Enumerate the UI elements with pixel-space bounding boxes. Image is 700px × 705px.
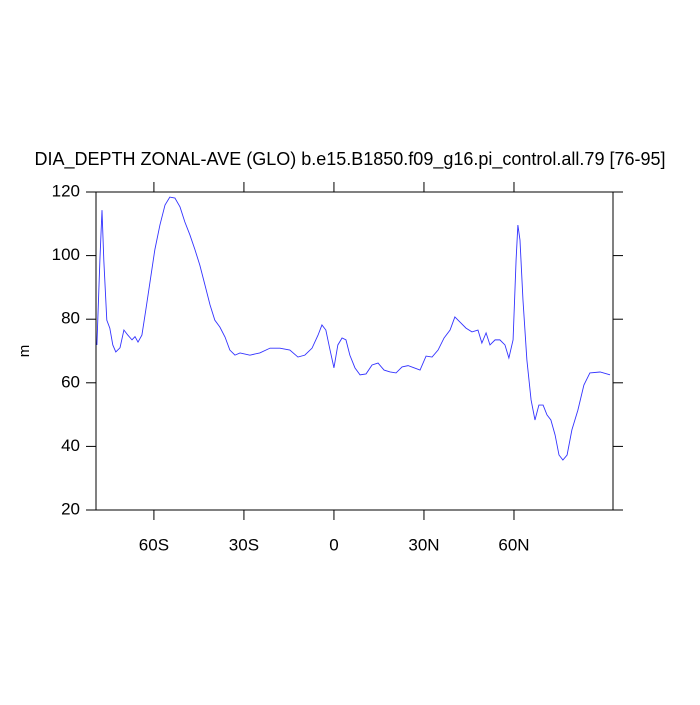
chart-title: DIA_DEPTH ZONAL-AVE (GLO) b.e15.B1850.f0… [35,149,666,170]
y-tick-label: 60 [61,372,80,391]
x-tick-label: 60S [139,535,169,554]
y-axis-label: m [16,345,33,358]
data-line [96,196,611,461]
x-tick-label: 0 [329,535,338,554]
plot-frame [95,191,614,511]
x-tick-label: 30N [408,535,439,554]
x-tick-label: 60N [498,535,529,554]
x-tick-label: 30S [229,535,259,554]
y-tick-label: 120 [52,181,80,200]
y-tick-label: 20 [61,499,80,518]
y-tick-label: 80 [61,309,80,328]
y-tick-label: 100 [52,245,80,264]
y-tick-label: 40 [61,436,80,455]
